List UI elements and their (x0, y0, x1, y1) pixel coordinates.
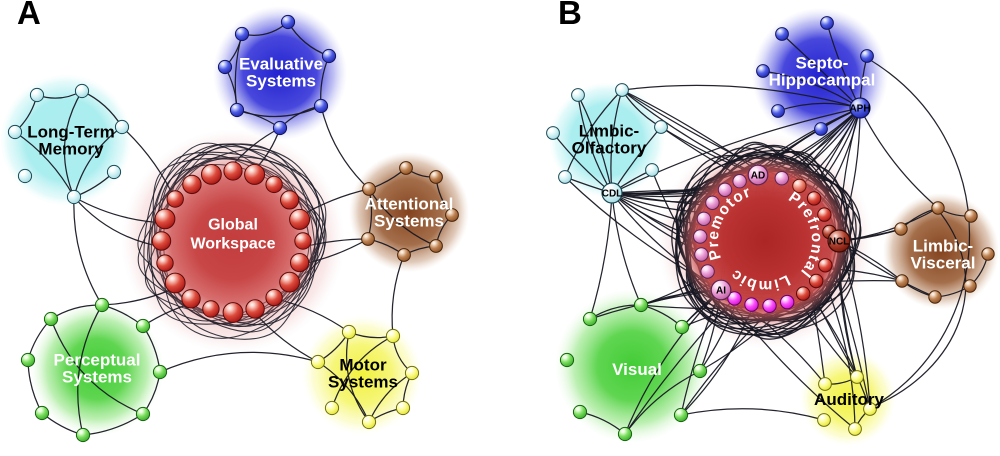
svg-text:AD: AD (751, 171, 765, 182)
svg-text:Septo-Hippocampal: Septo-Hippocampal (769, 54, 876, 90)
svg-text:Limbic-Visceral: Limbic-Visceral (911, 237, 976, 273)
svg-text:Visual: Visual (612, 360, 662, 379)
svg-text:AI: AI (716, 286, 726, 297)
svg-text:NCL: NCL (829, 237, 850, 248)
svg-text:Limbic-Olfactory: Limbic-Olfactory (572, 122, 647, 158)
svg-text:CDL: CDL (602, 189, 623, 200)
svg-text:APH: APH (849, 104, 870, 115)
svg-text:B: B (558, 0, 582, 31)
svg-text:Auditory: Auditory (814, 390, 884, 409)
svg-text:A: A (17, 0, 41, 31)
